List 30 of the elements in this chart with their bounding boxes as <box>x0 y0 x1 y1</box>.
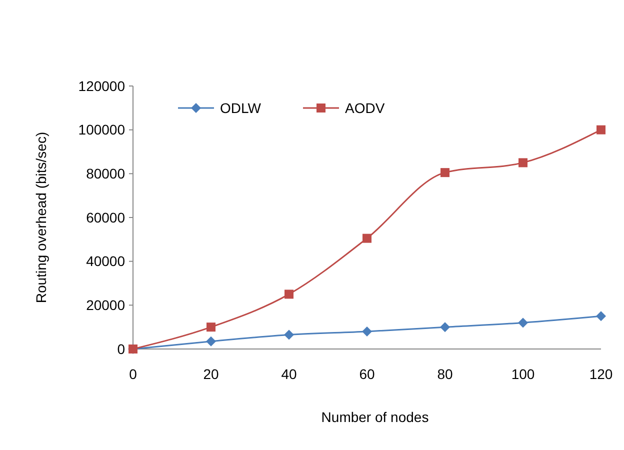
y-tick-label: 80000 <box>86 166 126 182</box>
point <box>440 168 450 178</box>
x-tick-label: 20 <box>203 366 219 382</box>
y-tick-label: 0 <box>117 340 126 357</box>
point <box>440 322 450 332</box>
point <box>362 326 372 336</box>
y-tick-label: 20000 <box>86 297 126 314</box>
point <box>518 158 528 168</box>
x-tick-label: 40 <box>281 366 297 382</box>
legend-label: AODV <box>345 100 386 116</box>
y-axis-title: Routing overhead (bits/sec) <box>33 132 49 304</box>
x-tick-label: 0 <box>129 366 138 382</box>
y-tick-label: 100000 <box>78 122 126 138</box>
y-tick-label: 60000 <box>86 209 126 226</box>
x-axis-title: Number of nodes <box>321 409 429 425</box>
legend-label: ODLW <box>220 100 262 116</box>
point <box>596 311 606 322</box>
point <box>596 125 606 134</box>
point <box>284 330 294 340</box>
x-tick-label: 120 <box>589 366 613 382</box>
point <box>206 336 216 346</box>
y-tick-label: 40000 <box>86 253 126 270</box>
x-tick-label: 80 <box>437 366 453 382</box>
y-tick-label: 120000 <box>78 78 126 94</box>
point <box>518 318 528 328</box>
x-tick-label: 60 <box>359 366 375 382</box>
point <box>362 234 372 243</box>
point <box>284 290 294 299</box>
point <box>206 322 216 332</box>
x-tick-label: 100 <box>511 366 535 382</box>
